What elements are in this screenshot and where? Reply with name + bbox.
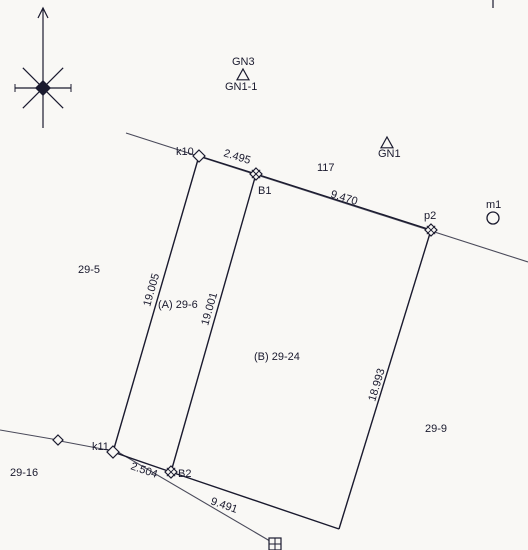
area-label: 29-16 bbox=[10, 467, 38, 479]
area-label: GN1 bbox=[378, 148, 401, 160]
node-label: B2 bbox=[178, 468, 191, 480]
area-label: 117 bbox=[317, 162, 335, 174]
node-label: p2 bbox=[424, 210, 436, 222]
area-label: 29-9 bbox=[425, 423, 447, 435]
area-label: GN1-1 bbox=[225, 81, 257, 93]
area-label: 29-5 bbox=[78, 264, 100, 276]
node-label: m1 bbox=[486, 199, 501, 211]
node-n_bot bbox=[269, 538, 281, 550]
node-label: B1 bbox=[258, 185, 271, 197]
node-label: k11 bbox=[92, 441, 109, 453]
area-label: (A) 29-6 bbox=[158, 299, 198, 311]
area-label: GN3 bbox=[232, 56, 255, 68]
survey-diagram: k10B1p2k11B2m12.4959.47019.00519.00118.9… bbox=[0, 0, 528, 550]
node-label: k10 bbox=[176, 146, 194, 158]
area-label: (B) 29-24 bbox=[254, 351, 300, 363]
